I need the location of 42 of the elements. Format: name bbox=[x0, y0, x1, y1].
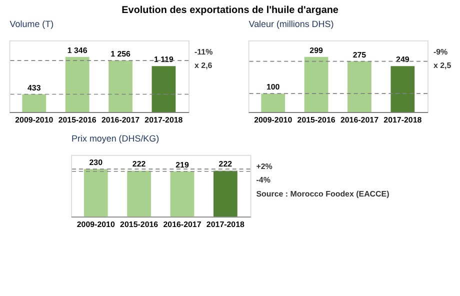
x-tick-label: 2017-2018 bbox=[384, 115, 422, 124]
text: +2% bbox=[256, 162, 272, 171]
data-label: 1 119 bbox=[154, 55, 174, 64]
x-tick-label: 2016-2017 bbox=[101, 115, 140, 124]
bar bbox=[261, 94, 286, 112]
text: x 2,6 bbox=[194, 61, 213, 70]
data-label: 433 bbox=[28, 83, 42, 92]
bar bbox=[304, 56, 328, 112]
data-label: 1 346 bbox=[67, 46, 88, 55]
x-tick-label: 2017-2018 bbox=[144, 115, 184, 124]
source-note: Source : Morocco Foodex (EACCE) bbox=[256, 190, 390, 199]
x-tick-label: 2015-2016 bbox=[120, 220, 159, 230]
x-tick-label: 2009-2010 bbox=[76, 220, 116, 230]
x-tick-label: 2016-2017 bbox=[163, 220, 202, 230]
bar bbox=[390, 66, 415, 112]
data-label: 219 bbox=[176, 160, 190, 170]
data-label: 275 bbox=[352, 50, 367, 60]
text: x 2,5 bbox=[433, 61, 452, 70]
text: -11% bbox=[194, 47, 213, 56]
data-label: 299 bbox=[310, 46, 324, 55]
y-axis-title: Valeur (millions DHS) bbox=[248, 18, 334, 29]
x-tick-label: 2015-2016 bbox=[58, 115, 97, 124]
x-tick-label: 2017-2018 bbox=[206, 220, 246, 230]
bar bbox=[348, 61, 372, 112]
x-tick-label: 2009-2010 bbox=[15, 115, 54, 124]
x-tick-label: 2015-2016 bbox=[297, 115, 336, 124]
y-axis-title: Prix moyen (DHS/KG) bbox=[72, 133, 160, 144]
data-label: 222 bbox=[132, 160, 146, 169]
data-label: 100 bbox=[266, 82, 280, 92]
data-label: 1 256 bbox=[110, 50, 132, 59]
data-label: 230 bbox=[89, 158, 104, 168]
y-axis-title: Volume (T) bbox=[10, 18, 54, 29]
bar bbox=[22, 94, 46, 112]
bar bbox=[108, 60, 132, 112]
text: Evolution des exportations de l'huile d'argane bbox=[122, 4, 339, 16]
data-label: 222 bbox=[218, 160, 233, 169]
bar bbox=[65, 56, 90, 112]
bar bbox=[152, 66, 176, 112]
text: -4% bbox=[256, 176, 270, 185]
x-tick-label: 2016-2017 bbox=[340, 115, 380, 124]
text: -9% bbox=[433, 47, 448, 56]
x-tick-label: 2009-2010 bbox=[254, 115, 293, 124]
